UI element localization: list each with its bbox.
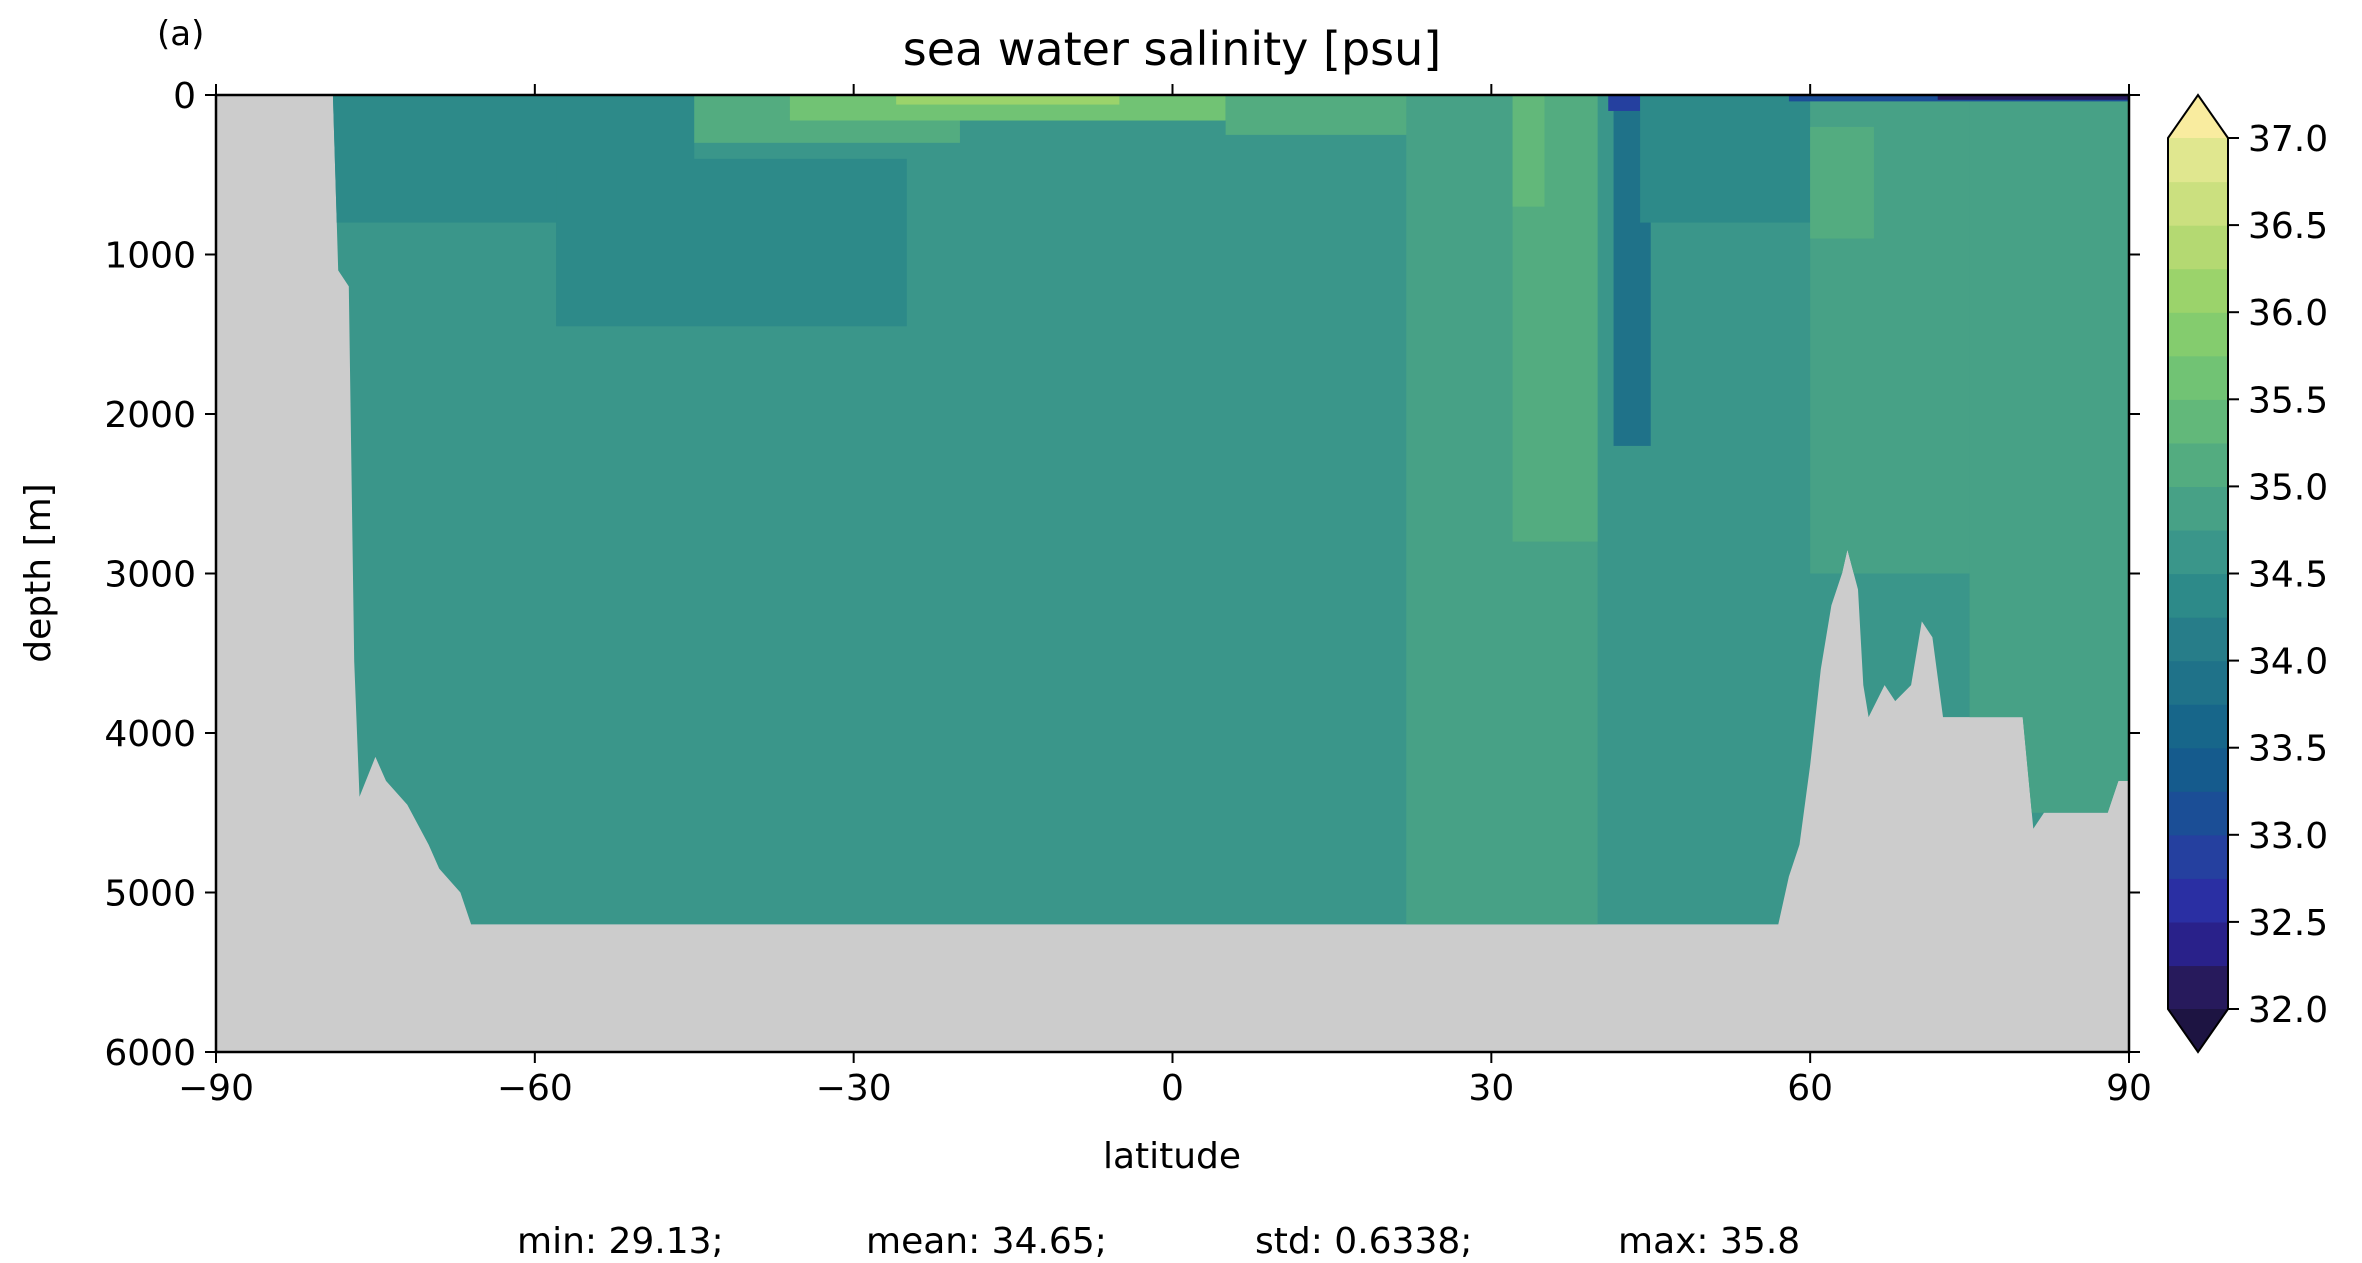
colorbar-segment (2168, 312, 2228, 357)
colorbar-tick-label: 36.5 (2248, 206, 2328, 247)
x-tick-label: −90 (178, 1068, 254, 1109)
colorbar-tick-label: 35.0 (2248, 467, 2328, 508)
y-tick-label: 2000 (104, 395, 196, 436)
salinity-region (1512, 95, 1545, 207)
x-axis-label: latitude (1103, 1136, 1241, 1177)
colorbar-segment (2168, 529, 2228, 575)
y-axis-label: depth [m] (18, 483, 59, 662)
x-tick-label: 60 (1787, 1068, 1833, 1109)
stat-min: min: 29.13; (517, 1221, 724, 1262)
colorbar: 32.0 32.5 33.0 33.5 34.0 34.5 35.0 35.5 36.0 36.5… (2167, 93, 2328, 1054)
colorbar-tick-label: 34.0 (2248, 642, 2328, 683)
salinity-region (1608, 95, 1641, 111)
colorbar-over-arrow (2168, 95, 2228, 138)
salinity-region (1225, 95, 1439, 135)
colorbar-segment (2168, 878, 2228, 923)
colorbar-segment (2168, 268, 2228, 313)
y-tick-label: 4000 (104, 714, 196, 755)
y-tick-label: 5000 (104, 874, 196, 915)
colorbar-segment (2168, 138, 2228, 183)
colorbar-segment (2168, 704, 2228, 749)
y-axis: 0 1000 2000 3000 4000 5000 6000 (104, 76, 2140, 1074)
x-axis: −90 −60 −30 0 30 60 90 (178, 84, 2152, 1109)
salinity-region (896, 95, 1120, 105)
colorbar-segment (2168, 355, 2228, 400)
salinity-region (556, 158, 907, 327)
colorbar-tick-label: 36.0 (2248, 293, 2328, 334)
y-tick-label: 3000 (104, 555, 196, 596)
panel-label: (a) (157, 14, 204, 54)
colorbar-segment (2168, 660, 2228, 705)
colorbar-segment (2168, 617, 2228, 662)
salinity-region (1810, 126, 1874, 239)
colorbar-segment (2168, 181, 2228, 226)
y-tick-label: 6000 (104, 1033, 196, 1074)
colorbar-tick-label: 32.0 (2248, 990, 2328, 1031)
stat-std: std: 0.6338; (1255, 1221, 1472, 1262)
colorbar-segment (2168, 921, 2228, 967)
x-tick-label: 0 (1161, 1068, 1184, 1109)
colorbar-tick-label: 37.0 (2248, 119, 2328, 160)
colorbar-segment (2168, 486, 2228, 531)
colorbar-tick-label: 33.0 (2248, 816, 2328, 857)
colorbar-segment (2168, 965, 2228, 1010)
colorbar-under-arrow (2168, 1009, 2228, 1052)
salinity-region (1937, 95, 2129, 100)
stat-max: max: 35.8 (1618, 1221, 1800, 1262)
chart-title: sea water salinity [psu] (903, 22, 1442, 76)
colorbar-segment (2168, 834, 2228, 879)
y-tick-label: 1000 (104, 236, 196, 277)
colorbar-tick-label: 33.5 (2248, 729, 2328, 770)
x-tick-label: 30 (1468, 1068, 1514, 1109)
salinity-region (1969, 95, 2129, 813)
ocean-field (332, 95, 2129, 925)
salinity-region (1640, 95, 1811, 223)
colorbar-segment (2168, 225, 2228, 270)
colorbar-segment (2168, 791, 2228, 836)
plot-area (214, 93, 2131, 1054)
colorbar-segment (2168, 747, 2228, 792)
colorbar-tick-label: 35.5 (2248, 380, 2328, 421)
colorbar-segment (2168, 573, 2228, 618)
x-tick-label: −60 (497, 1068, 573, 1109)
colorbar-tick-label: 34.5 (2248, 555, 2328, 596)
colorbar-tick-label: 32.5 (2248, 903, 2328, 944)
colorbar-segment (2168, 399, 2228, 444)
x-tick-label: 90 (2106, 1068, 2152, 1109)
colorbar-segment (2168, 442, 2228, 487)
y-tick-label: 0 (173, 76, 196, 117)
x-tick-label: −30 (816, 1068, 892, 1109)
stat-mean: mean: 34.65; (866, 1221, 1107, 1262)
